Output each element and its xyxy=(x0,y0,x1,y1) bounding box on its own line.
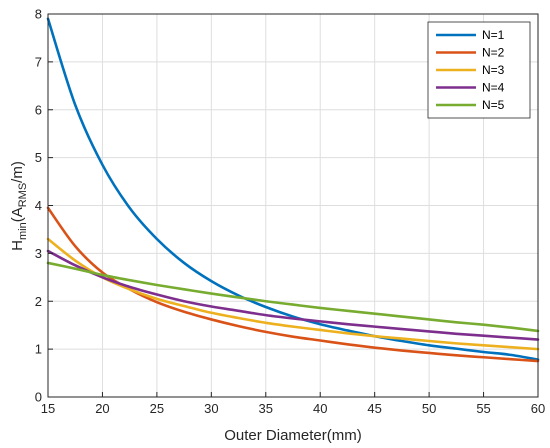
x-tick-label: 45 xyxy=(367,401,381,416)
legend-label-n-2: N=2 xyxy=(482,46,505,60)
y-axis-label-sub1: min xyxy=(17,222,29,240)
legend-box xyxy=(427,21,531,119)
y-axis-label-sub2: RMS xyxy=(17,183,29,207)
x-tick-label: 15 xyxy=(41,401,55,416)
y-tick-label: 7 xyxy=(35,54,42,69)
series-line-n-1 xyxy=(46,17,540,361)
x-tick-label: 50 xyxy=(422,401,436,416)
x-tick-label: 30 xyxy=(204,401,218,416)
x-tick-label: 25 xyxy=(150,401,164,416)
y-tick-label: 5 xyxy=(35,150,42,165)
x-axis-label: Outer Diameter(mm) xyxy=(224,427,362,444)
y-tick-label: 4 xyxy=(35,198,42,213)
x-axis-ticks: 15 20 25 30 35 40 45 50 55 60 xyxy=(41,392,545,416)
legend-label-n-5: N=5 xyxy=(482,98,505,112)
y-tick-label: 2 xyxy=(35,294,42,309)
series-line-n-5 xyxy=(46,261,540,333)
y-axis-label-open: (A xyxy=(9,207,26,222)
y-axis-label-main: H xyxy=(9,240,26,251)
x-tick-label: 20 xyxy=(95,401,109,416)
y-tick-label: 0 xyxy=(35,390,42,405)
x-tick-label: 55 xyxy=(476,401,490,416)
legend-label-n-3: N=3 xyxy=(482,63,505,77)
x-tick-label: 40 xyxy=(313,401,327,416)
y-axis-label-close: /m) xyxy=(9,161,26,183)
y-tick-label: 6 xyxy=(35,102,42,117)
y-tick-label: 3 xyxy=(35,246,42,261)
y-axis-label: Hmin(ARMS/m) xyxy=(9,161,29,251)
y-axis-ticks: 0 1 2 3 4 5 6 7 8 xyxy=(35,7,53,405)
y-tick-label: 8 xyxy=(35,7,42,22)
legend: N=1 N=2 N=3 N=4 N=5 xyxy=(427,21,531,119)
series-line-n-4 xyxy=(46,249,540,341)
series-lines xyxy=(46,17,540,363)
legend-label-n-1: N=1 xyxy=(482,28,505,42)
legend-label-n-4: N=4 xyxy=(482,81,505,95)
series-line-n-3 xyxy=(46,237,540,351)
y-tick-label: 1 xyxy=(35,342,42,357)
x-tick-label: 60 xyxy=(531,401,545,416)
x-tick-label: 35 xyxy=(259,401,273,416)
